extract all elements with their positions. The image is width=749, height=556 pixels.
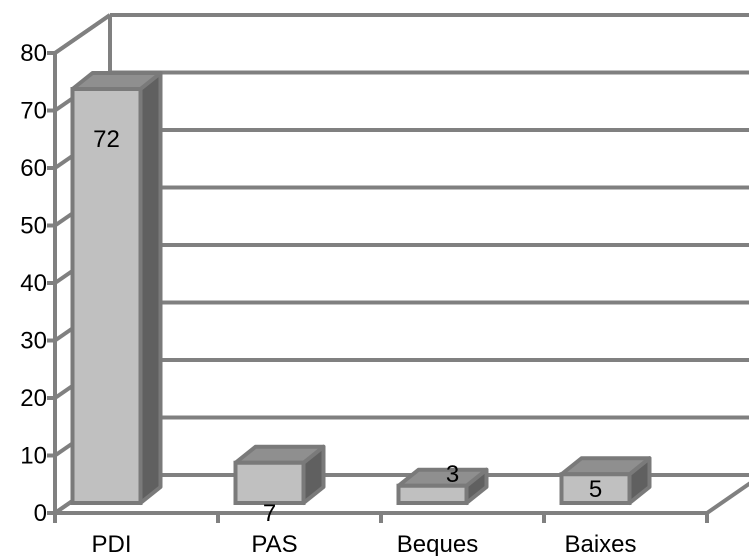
chart-axes — [47, 51, 709, 523]
x-category-label: PAS — [251, 531, 297, 556]
data-label: 7 — [263, 500, 276, 527]
y-tick-label: 30 — [20, 328, 47, 355]
x-category-label: Baixes — [564, 531, 636, 556]
x-category-label: PDI — [91, 531, 131, 556]
y-tick-label: 0 — [34, 500, 47, 527]
y-tick-label: 20 — [20, 385, 47, 412]
y-tick-label: 70 — [20, 98, 47, 125]
data-label: 72 — [93, 126, 120, 153]
bar — [559, 456, 652, 505]
bars — [70, 71, 652, 505]
bar-side-face — [138, 71, 163, 505]
y-tick-label: 60 — [20, 155, 47, 182]
bar-front-face — [396, 483, 469, 505]
bar-front-face — [70, 87, 143, 505]
bar — [233, 444, 326, 505]
data-label: 3 — [446, 461, 459, 488]
y-tick-label: 40 — [20, 270, 47, 297]
data-labels: 72 7 3 5 — [93, 126, 602, 527]
y-tick-label: 80 — [20, 40, 47, 67]
y-tick-label: 50 — [20, 213, 47, 240]
y-tick-label: 10 — [20, 443, 47, 470]
gridline-side — [53, 13, 112, 55]
bar — [70, 71, 163, 505]
bar-front-face — [559, 472, 632, 505]
x-category-labels: PDI PAS Beques Baixes — [91, 531, 636, 556]
bar — [396, 467, 489, 505]
x-category-label: Beques — [397, 531, 478, 556]
bar-front-face — [233, 460, 306, 505]
data-label: 5 — [589, 476, 602, 503]
y-tick-labels: 0 10 20 30 40 50 60 70 80 — [20, 40, 47, 527]
